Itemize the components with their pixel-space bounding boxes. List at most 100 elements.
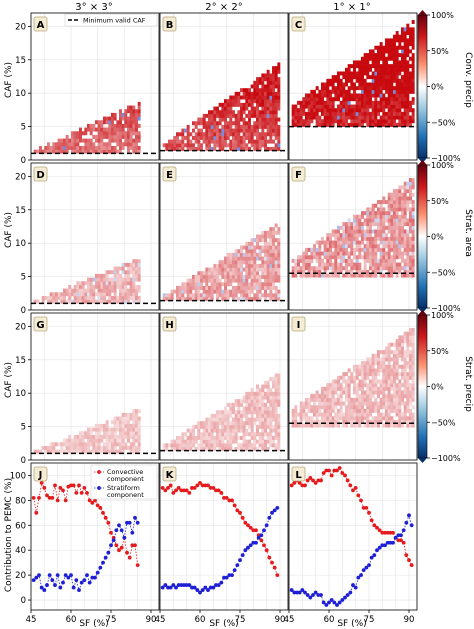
heatmap-cell — [272, 267, 275, 272]
heatmap-cell — [261, 285, 265, 290]
heatmap-cell — [387, 273, 391, 278]
heatmap-cell — [358, 97, 362, 102]
heatmap-cell — [382, 364, 386, 369]
heatmap-cell — [277, 267, 281, 272]
heatmap-cell — [224, 267, 227, 272]
heatmap-cell — [374, 401, 378, 406]
heatmap-cell — [224, 424, 227, 429]
heatmap-cell — [218, 128, 222, 133]
heatmap-cell — [240, 428, 243, 433]
heatmap-cell — [100, 284, 104, 289]
stratiform-point — [327, 600, 331, 605]
heatmap-cell — [52, 299, 56, 304]
heatmap-cell — [401, 196, 404, 201]
heatmap-cell — [403, 86, 407, 91]
heatmap-cell — [274, 110, 278, 115]
heatmap-cell — [331, 386, 335, 391]
heatmap-cell — [197, 282, 201, 287]
heatmap-cell — [329, 394, 332, 399]
heatmap-cell — [345, 82, 348, 87]
heatmap-cell — [261, 443, 265, 448]
heatmap-cell — [245, 249, 249, 254]
heatmap-cell — [261, 128, 265, 133]
heatmap-cell — [382, 49, 386, 54]
heatmap-cell — [269, 227, 273, 232]
heatmap-cell — [374, 397, 378, 402]
heatmap-cell — [395, 353, 399, 358]
heatmap-cell — [229, 435, 233, 440]
heatmap-cell — [406, 416, 410, 421]
heatmap-cell — [297, 412, 300, 417]
heatmap-cell — [135, 288, 138, 293]
colorbar-tick-label: 50% — [431, 47, 449, 56]
heatmap-cell — [409, 34, 412, 39]
heatmap-cell — [250, 443, 254, 448]
heatmap-cell — [355, 383, 359, 388]
heatmap-cell — [226, 439, 230, 444]
heatmap-cell — [393, 372, 396, 377]
heatmap-cell — [361, 412, 364, 417]
heatmap-cell — [71, 442, 74, 447]
heatmap-cell — [406, 89, 410, 94]
heatmap-cell — [361, 71, 364, 76]
panel-letter: J — [38, 470, 43, 481]
convective-point — [168, 483, 173, 488]
heatmap-cell — [176, 139, 179, 144]
heatmap-cell — [168, 293, 171, 298]
heatmap-cell — [334, 255, 338, 260]
heatmap-cell — [224, 113, 227, 118]
heatmap-cell — [302, 405, 306, 410]
heatmap-cell — [398, 189, 402, 194]
heatmap-cell — [44, 145, 48, 150]
heatmap-cell — [111, 281, 114, 286]
heatmap-cell — [76, 284, 80, 289]
heatmap-cell — [277, 402, 281, 407]
heatmap-cell — [266, 102, 270, 107]
heatmap-cell — [403, 390, 407, 395]
heatmap-cell — [135, 149, 138, 154]
heatmap-cell — [92, 438, 96, 443]
heatmap-cell — [202, 296, 206, 301]
stratiform-point — [37, 573, 41, 578]
heatmap-cell — [337, 255, 340, 260]
heatmap-cell — [401, 368, 404, 373]
heatmap-cell — [353, 408, 356, 413]
heatmap-cell — [269, 91, 273, 96]
heatmap-cell — [250, 99, 254, 104]
heatmap-cell — [253, 293, 257, 298]
heatmap-cell — [369, 397, 372, 402]
heatmap-cell — [137, 145, 141, 150]
heatmap-cell — [277, 377, 281, 382]
heatmap-cell — [305, 423, 308, 428]
heatmap-cell — [73, 138, 77, 143]
heatmap-cell — [358, 401, 362, 406]
heatmap-cell — [84, 434, 88, 439]
heatmap-cell — [87, 277, 90, 282]
heatmap-cell — [221, 267, 225, 272]
heatmap-cell — [299, 423, 303, 428]
heatmap-cell — [321, 273, 324, 278]
heatmap-cell — [237, 435, 241, 440]
heatmap-cell — [111, 438, 114, 443]
stratiform-point — [367, 563, 371, 568]
heatmap-cell — [49, 145, 53, 150]
y-tick-label: 0 — [21, 306, 26, 316]
heatmap-cell — [119, 288, 122, 293]
heatmap-cell — [36, 149, 40, 154]
heatmap-cell — [274, 263, 278, 268]
heatmap-cell — [258, 395, 262, 400]
heatmap-cell — [326, 86, 330, 91]
heatmap-cell — [127, 420, 130, 425]
heatmap-cell — [234, 285, 238, 290]
heatmap-cell — [47, 142, 50, 147]
heatmap-cell — [226, 135, 230, 140]
heatmap-cell — [248, 274, 251, 279]
heatmap-cell — [221, 413, 225, 418]
heatmap-cell — [393, 269, 396, 274]
heatmap-cell — [248, 117, 251, 122]
heatmap-cell — [224, 446, 227, 451]
heatmap-cell — [337, 122, 340, 127]
heatmap-cell — [401, 372, 404, 377]
heatmap-cell — [218, 102, 222, 107]
heatmap-cell — [234, 95, 238, 100]
